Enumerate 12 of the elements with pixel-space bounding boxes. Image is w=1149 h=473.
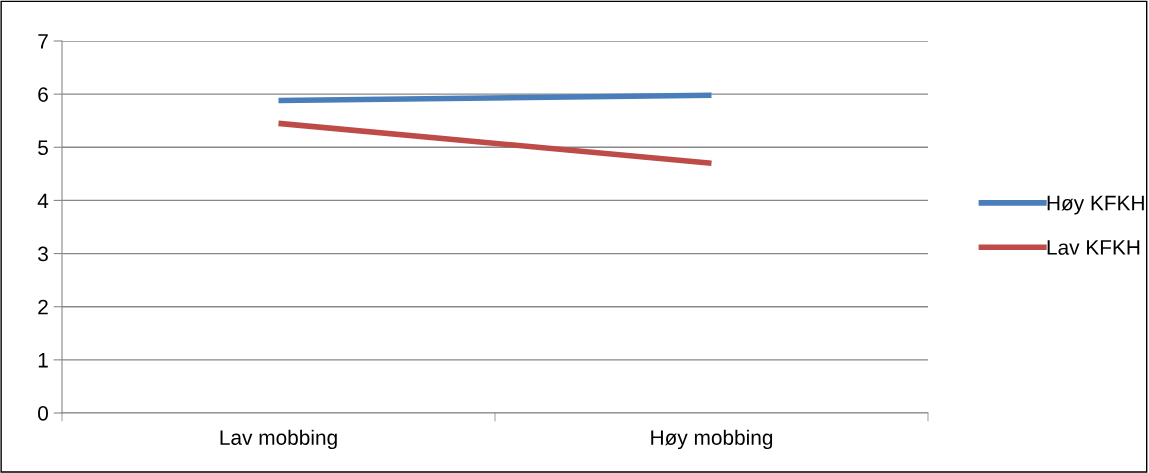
y-tick-label: 4 [37,193,49,208]
y-tick-label: 2 [38,299,48,315]
legend-label: Lav KFKH [1047,240,1140,255]
y-tick-label: 7 [38,34,48,49]
y-tick-label: 3 [38,246,48,262]
y-tick-label: 5 [38,140,48,156]
x-tick-label: Høy mobbing [651,429,773,450]
x-tick-label: Lav mobbing [220,429,337,450]
y-tick-label: 0 [38,406,48,421]
legend-label: Høy KFKH [1047,195,1144,215]
y-tick-label: 6 [38,87,48,102]
y-tick-label: 1 [38,353,48,368]
